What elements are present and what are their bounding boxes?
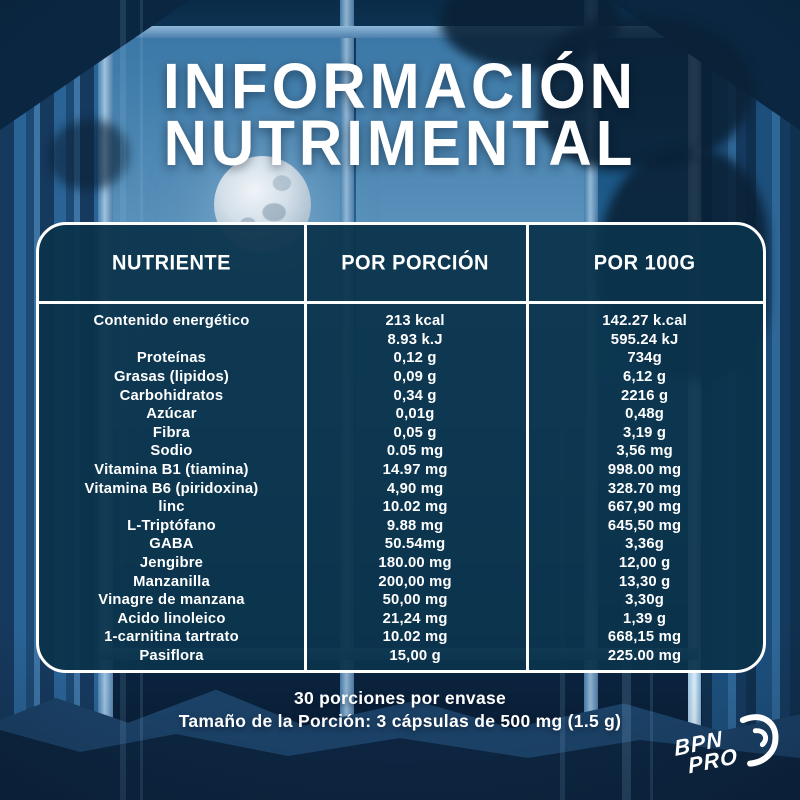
- bpn-pro-logo-text: BPN PRO: [673, 726, 739, 779]
- table-row: Azúcar 0,01g 0,48g: [39, 405, 763, 424]
- cell-nutrient: Vinagre de manzana: [98, 592, 245, 609]
- cell-per-100g: 2216 g: [620, 387, 669, 404]
- cell-per-100g: 6,12 g: [623, 369, 667, 386]
- cell-nutrient: Azúcar: [146, 406, 197, 423]
- cell-per-serving: 4,90 mg: [386, 480, 444, 497]
- cell-per-serving: 180.00 mg: [378, 555, 452, 572]
- cell-per-serving: 0,12 g: [393, 350, 437, 367]
- cell-per-serving: 213 kcal: [385, 313, 445, 330]
- table-row: Acido linoleico 21,24 mg 1,39 g: [39, 610, 763, 629]
- cell-per-100g: 3,30g: [625, 592, 665, 609]
- table-row: Pasiflora 15,00 g 225.00 mg: [39, 647, 763, 666]
- serving-info: 30 porciones por envase Tamaño de la Por…: [0, 687, 800, 732]
- cell-per-serving: 200,00 mg: [378, 573, 452, 590]
- cell-per-serving: 10.02 mg: [382, 629, 448, 646]
- table-header-row: NUTRIENTE POR PORCIÓN POR 100G: [39, 225, 763, 301]
- cell-per-serving: 50,00 mg: [382, 592, 448, 609]
- title-line-1: INFORMACIÓN: [163, 50, 637, 122]
- cell-nutrient: Grasas (lipidos): [113, 369, 229, 386]
- cell-nutrient: GABA: [149, 536, 194, 553]
- cell-per-serving: 0.05 mg: [386, 443, 444, 460]
- nutrition-table: NUTRIENTE POR PORCIÓN POR 100G Contenido…: [36, 222, 766, 673]
- cell-per-serving: 0,01g: [395, 406, 435, 423]
- table-row: Contenido energético 213 kcal 142.27 k.cal: [39, 312, 763, 331]
- column-divider-line: [303, 225, 307, 670]
- cell-per-100g: 595.24 kJ: [610, 331, 679, 348]
- cell-per-100g: 668,15 mg: [607, 629, 682, 646]
- cell-nutrient: Carbohidratos: [119, 387, 224, 404]
- cell-per-100g: 998.00 mg: [607, 462, 682, 479]
- cell-per-100g: 13,30 g: [618, 573, 671, 590]
- column-header-por-100g: POR 100G: [593, 250, 696, 275]
- table-row: Vitamina B6 (piridoxina) 4,90 mg 328.70 mg: [39, 479, 763, 498]
- table-row: Proteínas 0,12 g 734g: [39, 349, 763, 368]
- table-body: Contenido energético 213 kcal 142.27 k.cal…: [39, 304, 763, 670]
- table-row: Manzanilla 200,00 mg 13,30 g: [39, 572, 763, 591]
- cell-per-100g: 734g: [627, 350, 662, 367]
- cell-nutrient: Manzanilla: [133, 573, 210, 590]
- table-row: 1-carnitina tartrato 10.02 mg 668,15 mg: [39, 628, 763, 647]
- cell-per-serving: 14.97 mg: [382, 462, 448, 479]
- cell-per-serving: 10.02 mg: [382, 499, 448, 516]
- cell-nutrient: L-Triptófano: [127, 517, 216, 534]
- cell-per-serving: 8.93 k.J: [387, 331, 443, 348]
- cell-nutrient: Vitamina B6 (piridoxina): [84, 480, 259, 497]
- column-header-por-porcion: POR PORCIÓN: [341, 250, 489, 275]
- table-row: Vitamina B1 (tiamina) 14.97 mg 998.00 mg: [39, 461, 763, 480]
- cell-per-serving: 21,24 mg: [382, 610, 448, 627]
- table-row: Fibra 0,05 g 3,19 g: [39, 424, 763, 443]
- cell-per-100g: 3,56 mg: [616, 443, 673, 460]
- cell-per-100g: 328.70 mg: [607, 480, 682, 497]
- table-row: Sodio 0.05 mg 3,56 mg: [39, 442, 763, 461]
- cell-per-100g: 645,50 mg: [607, 517, 682, 534]
- page-title: INFORMACIÓN NUTRIMENTAL: [0, 50, 800, 179]
- cell-nutrient: 1-carnitina tartrato: [104, 629, 239, 646]
- cell-nutrient: Proteínas: [136, 350, 207, 367]
- cell-per-serving: 0,09 g: [393, 369, 437, 386]
- cell-nutrient: Sodio: [150, 443, 193, 460]
- cell-per-100g: 0,48g: [625, 406, 665, 423]
- table-row: linc 10.02 mg 667,90 mg: [39, 498, 763, 517]
- cell-nutrient: Vitamina B1 (tiamina): [94, 462, 249, 479]
- column-divider-line: [526, 225, 530, 670]
- cell-per-100g: 142.27 k.cal: [602, 313, 687, 330]
- cell-nutrient: Jengibre: [139, 555, 204, 572]
- cell-per-100g: 3,19 g: [623, 424, 667, 441]
- cell-nutrient: linc: [158, 499, 185, 516]
- cell-per-100g: 667,90 mg: [607, 499, 682, 516]
- title-line-2: NUTRIMENTAL: [163, 107, 637, 179]
- table-row: L-Triptófano 9.88 mg 645,50 mg: [39, 517, 763, 536]
- cell-per-100g: 12,00 g: [618, 555, 671, 572]
- cell-per-serving: 9.88 mg: [386, 517, 444, 534]
- logo-swoosh-icon: [739, 714, 779, 767]
- servings-per-container: 30 porciones por envase: [293, 688, 507, 708]
- cell-nutrient: Pasiflora: [139, 647, 204, 664]
- cell-nutrient: Fibra: [152, 424, 191, 441]
- cell-nutrient: Acido linoleico: [117, 610, 226, 627]
- serving-size: Tamaño de la Porción: 3 cápsulas de 500 …: [178, 710, 622, 731]
- header-divider-line: [39, 301, 763, 304]
- cell-per-serving: 50.54mg: [384, 536, 446, 553]
- cell-nutrient: Contenido energético: [93, 313, 250, 330]
- table-row: Grasas (lipidos) 0,09 g 6,12 g: [39, 368, 763, 387]
- cell-per-100g: 225.00 mg: [607, 647, 682, 664]
- cell-per-serving: 15,00 g: [389, 647, 441, 664]
- bpn-pro-logo: BPN PRO: [661, 704, 795, 800]
- table-row: GABA 50.54mg 3,36g: [39, 535, 763, 554]
- cell-per-serving: 0,05 g: [393, 424, 437, 441]
- table-row: Carbohidratos 0,34 g 2216 g: [39, 386, 763, 405]
- cell-per-serving: 0,34 g: [393, 387, 437, 404]
- table-row: 8.93 k.J 595.24 kJ: [39, 331, 763, 350]
- table-row: Jengibre 180.00 mg 12,00 g: [39, 554, 763, 573]
- column-header-nutriente: NUTRIENTE: [112, 250, 231, 275]
- table-row: Vinagre de manzana 50,00 mg 3,30g: [39, 591, 763, 610]
- cell-per-100g: 3,36g: [625, 536, 665, 553]
- cell-per-100g: 1,39 g: [623, 610, 667, 627]
